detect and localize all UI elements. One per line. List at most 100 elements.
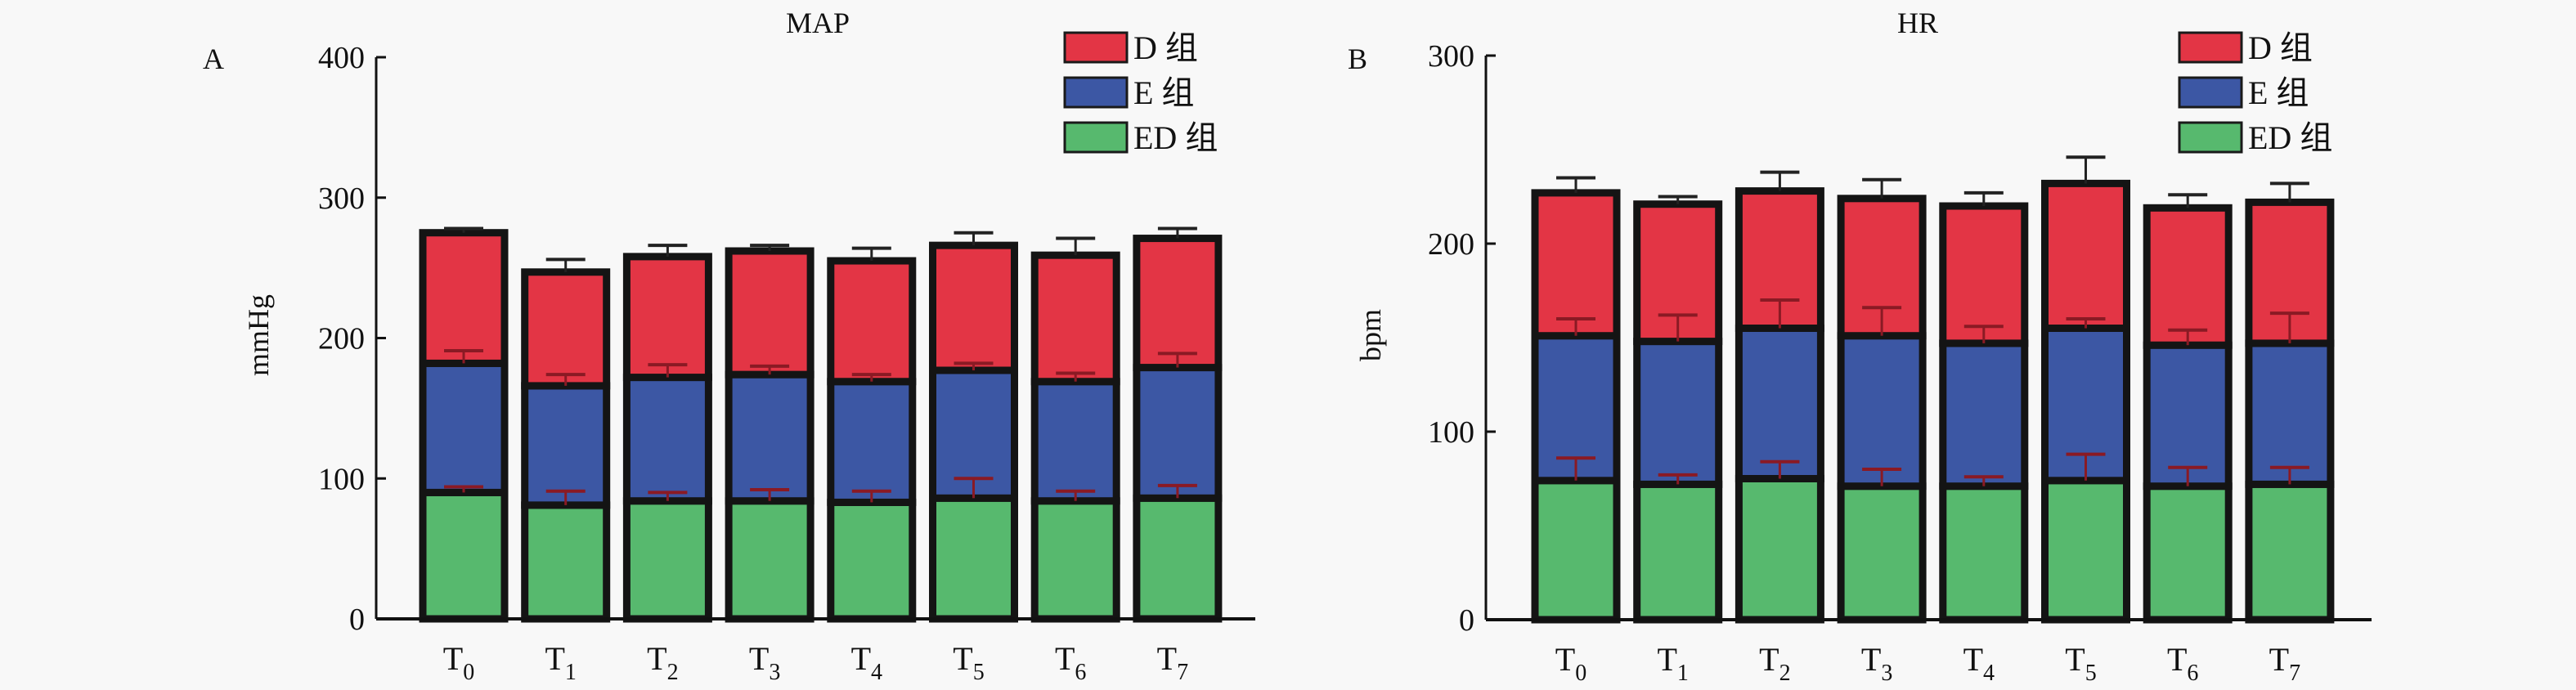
error-bar: [1056, 371, 1096, 382]
legend-swatch: [2178, 31, 2243, 64]
x-tick-label: T3: [749, 640, 780, 685]
bar-segment-e: [725, 370, 815, 505]
error-bar: [1157, 352, 1197, 368]
x-tick-label: T3: [1861, 641, 1892, 686]
bar-stack-T6: [2143, 193, 2233, 624]
error-bar: [954, 361, 994, 371]
bar-stack-T6: [1030, 236, 1120, 623]
x-tick-label: T7: [2269, 641, 2300, 686]
axes: [1484, 56, 2372, 621]
error-bar: [1556, 456, 1595, 481]
error-bar: [954, 477, 994, 499]
x-tick-label: T6: [1055, 640, 1086, 685]
bar-segment-d: [2041, 179, 2130, 332]
bars: [419, 226, 1223, 623]
bar-segment-ed: [1837, 482, 1927, 624]
bar-segment-ed: [1735, 475, 1824, 624]
bar-segment-ed: [419, 488, 509, 623]
bar-segment-d: [1939, 202, 2029, 347]
error-bar: [1556, 317, 1595, 336]
legend-label: E 组: [2248, 74, 2309, 111]
legend-item: D 组: [1063, 29, 1198, 66]
bar-segment-e: [1939, 339, 2029, 491]
bar-segment-d: [2143, 204, 2233, 349]
bar-stack-T4: [1939, 190, 2029, 624]
error-bar: [1862, 177, 1902, 199]
error-bar: [648, 491, 688, 501]
x-tick-label: T2: [1759, 641, 1790, 686]
bar-stack-T1: [521, 258, 611, 623]
bar-segment-e: [1837, 332, 1927, 491]
legend-item: E 组: [1063, 74, 1194, 111]
legend-swatch: [1063, 31, 1129, 64]
error-bar: [2168, 465, 2208, 486]
error-bar: [750, 244, 790, 252]
y-tick-label: 100: [318, 462, 365, 496]
x-axis-ticks: T0 T1 T2 T3 T4 T5 T6 T7: [1555, 641, 2300, 686]
bar-segment-d: [929, 241, 1018, 374]
error-bar: [2066, 155, 2106, 184]
error-bar: [2269, 465, 2309, 485]
error-bar: [2269, 311, 2309, 343]
y-tick-label: 200: [318, 322, 365, 356]
error-bar: [851, 489, 891, 503]
y-tick-label: 400: [318, 41, 365, 75]
legend-label: ED 组: [1133, 119, 1218, 156]
x-tick-label: T5: [2065, 641, 2096, 686]
bar-segment-d: [1133, 235, 1223, 372]
bar-stack-T2: [622, 244, 712, 623]
bar-segment-ed: [2245, 480, 2335, 624]
bar-segment-e: [622, 374, 712, 505]
bar-segment-e: [1735, 325, 1824, 482]
error-bar: [2269, 181, 2309, 203]
error-bar: [1157, 483, 1197, 499]
error-bar: [750, 487, 790, 501]
bar-stack-T1: [1633, 195, 1723, 624]
y-axis-ticks: 0 100 200 300 400: [318, 41, 386, 637]
axes: [375, 57, 1255, 621]
bar-segment-ed: [725, 497, 815, 623]
error-bar: [750, 364, 790, 375]
bar-segment-d: [419, 229, 509, 367]
error-bar: [851, 246, 891, 262]
bar-stack-T0: [1531, 176, 1621, 624]
bar-stack-T4: [827, 246, 917, 623]
error-bar: [1056, 236, 1096, 256]
bar-segment-d: [827, 257, 917, 386]
legend-item: D 组: [2178, 29, 2313, 66]
legend-label: ED 组: [2248, 119, 2332, 156]
error-bar: [444, 226, 483, 233]
y-tick-label: 300: [318, 181, 365, 216]
y-axis-ticks: 0 100 200 300: [1428, 39, 1496, 638]
bar-stack-T7: [1133, 226, 1223, 623]
bar-segment-ed: [1531, 477, 1621, 624]
bar-stack-T5: [2041, 155, 2130, 624]
error-bar: [545, 489, 586, 505]
error-bar: [1862, 306, 1902, 336]
panel-b-hr-chart: B HR bpm 0 100 200 300 T0 T1 T2 T3 T4 T5 T6 T7 D 组…: [1348, 7, 2372, 686]
bar-segment-ed: [1633, 480, 1723, 624]
bar-segment-d: [622, 253, 712, 382]
bars: [1531, 155, 2335, 624]
error-bar: [1760, 298, 1800, 329]
error-bar: [1963, 475, 2004, 486]
legend-item: ED 组: [1063, 119, 1218, 156]
error-bar: [648, 244, 688, 257]
bar-segment-e: [2245, 339, 2335, 488]
error-bar: [2168, 328, 2208, 346]
bar-segment-e: [1133, 364, 1223, 502]
error-bar: [444, 348, 483, 364]
bar-segment-ed: [1133, 494, 1223, 623]
error-bar: [1658, 473, 1698, 485]
bar-segment-d: [1531, 189, 1621, 340]
bar-stack-T2: [1735, 170, 1824, 624]
error-bar: [1556, 176, 1595, 193]
bar-stack-T0: [419, 226, 509, 623]
bar-segment-d: [725, 247, 815, 379]
x-tick-label: T2: [647, 640, 678, 685]
bar-stack-T3: [1837, 177, 1927, 624]
legend-label: D 组: [1133, 29, 1198, 66]
bar-segment-e: [521, 382, 611, 509]
x-tick-label: T4: [1963, 641, 1995, 686]
